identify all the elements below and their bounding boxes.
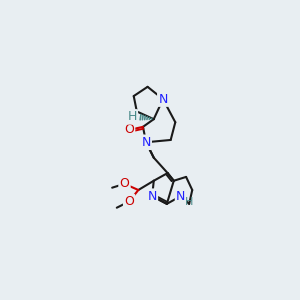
Text: H: H bbox=[184, 197, 193, 207]
Text: N: N bbox=[158, 93, 168, 106]
Text: O: O bbox=[124, 123, 134, 136]
Text: N: N bbox=[141, 136, 151, 149]
Text: N: N bbox=[148, 190, 157, 203]
Text: O: O bbox=[124, 195, 134, 208]
Text: H: H bbox=[128, 110, 137, 123]
Text: O: O bbox=[120, 177, 129, 190]
Text: N: N bbox=[176, 190, 185, 203]
